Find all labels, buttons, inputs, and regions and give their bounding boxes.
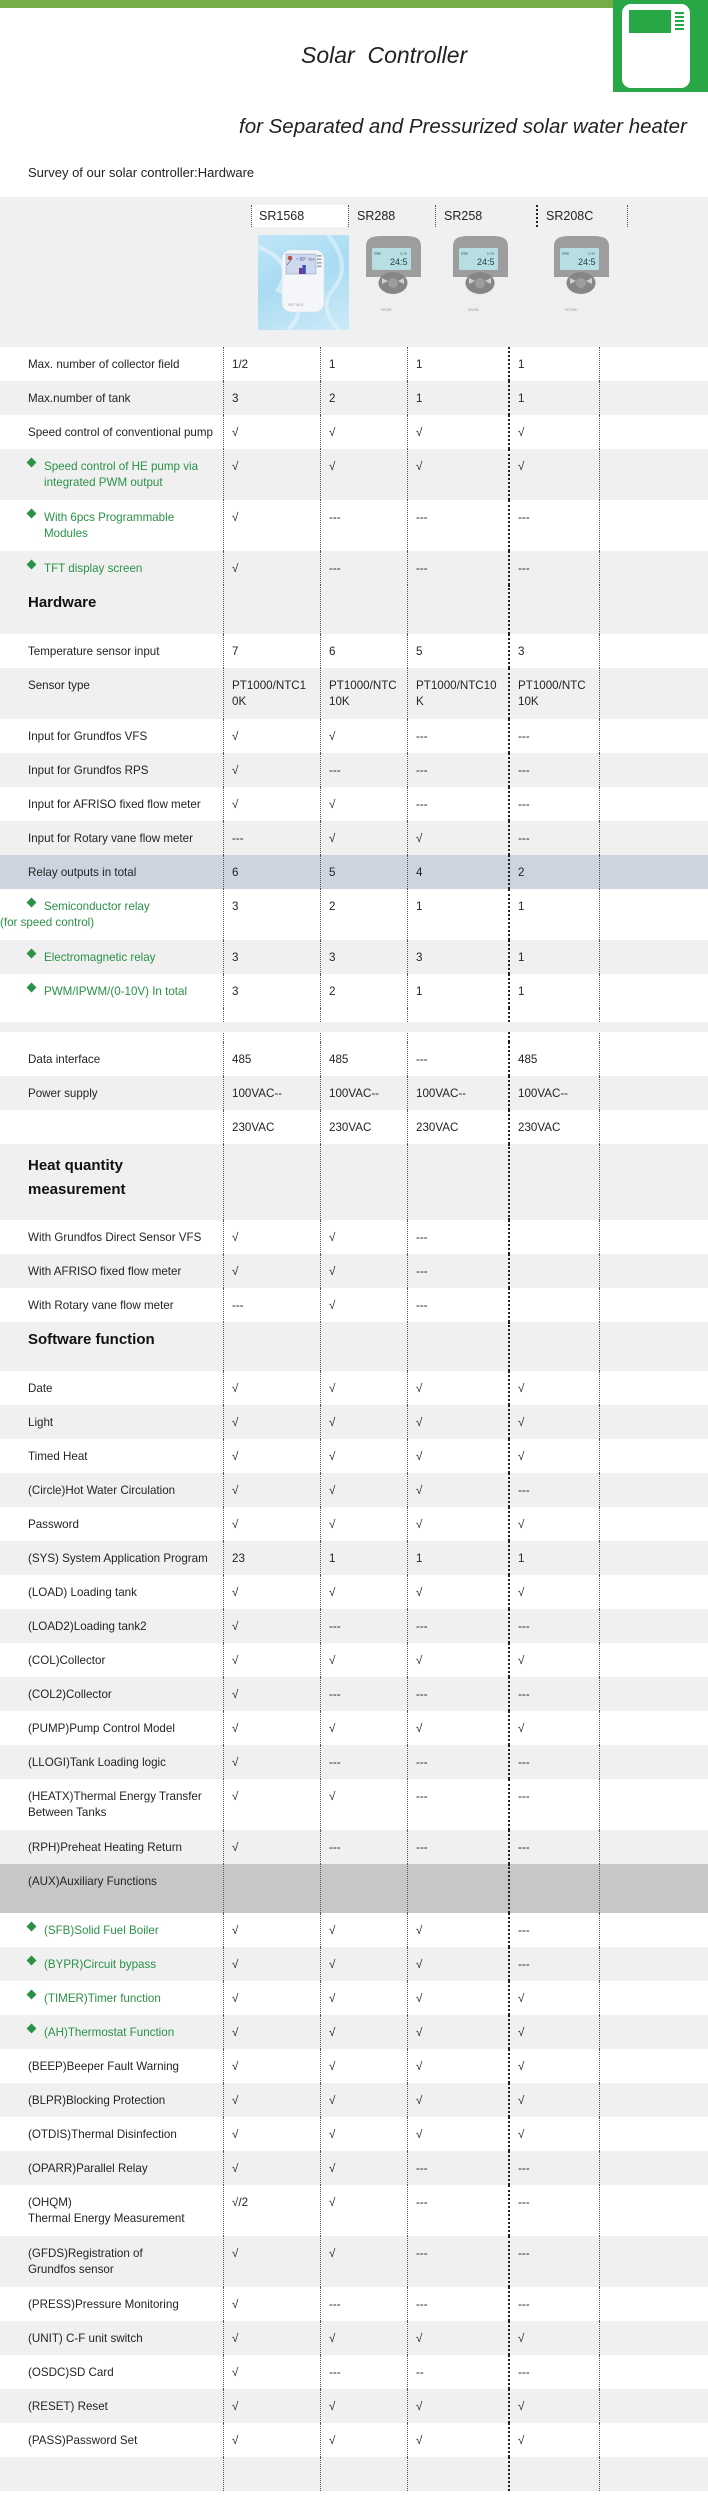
svg-text:24:5: 24:5 (390, 257, 408, 267)
svg-text:12:05: 12:05 (588, 252, 595, 256)
svg-text:Date: Date (562, 252, 569, 256)
svg-text:SRT 50-8: SRT 50-8 (288, 303, 303, 307)
svg-text:24:5: 24:5 (477, 257, 495, 267)
svg-text:12:05: 12:05 (487, 252, 494, 256)
svg-text:Date: Date (461, 252, 468, 256)
svg-text:Date: Date (374, 252, 381, 256)
svg-text:24:5: 24:5 (578, 257, 596, 267)
svg-text:~ 50°: ~ 50° (296, 257, 306, 262)
svg-text:SR258: SR258 (468, 308, 478, 312)
svg-text:25.8: 25.8 (308, 258, 315, 262)
svg-text:12:05: 12:05 (400, 252, 407, 256)
svg-text:SR208C: SR208C (565, 308, 578, 312)
svg-text:SR288: SR288 (381, 308, 391, 312)
